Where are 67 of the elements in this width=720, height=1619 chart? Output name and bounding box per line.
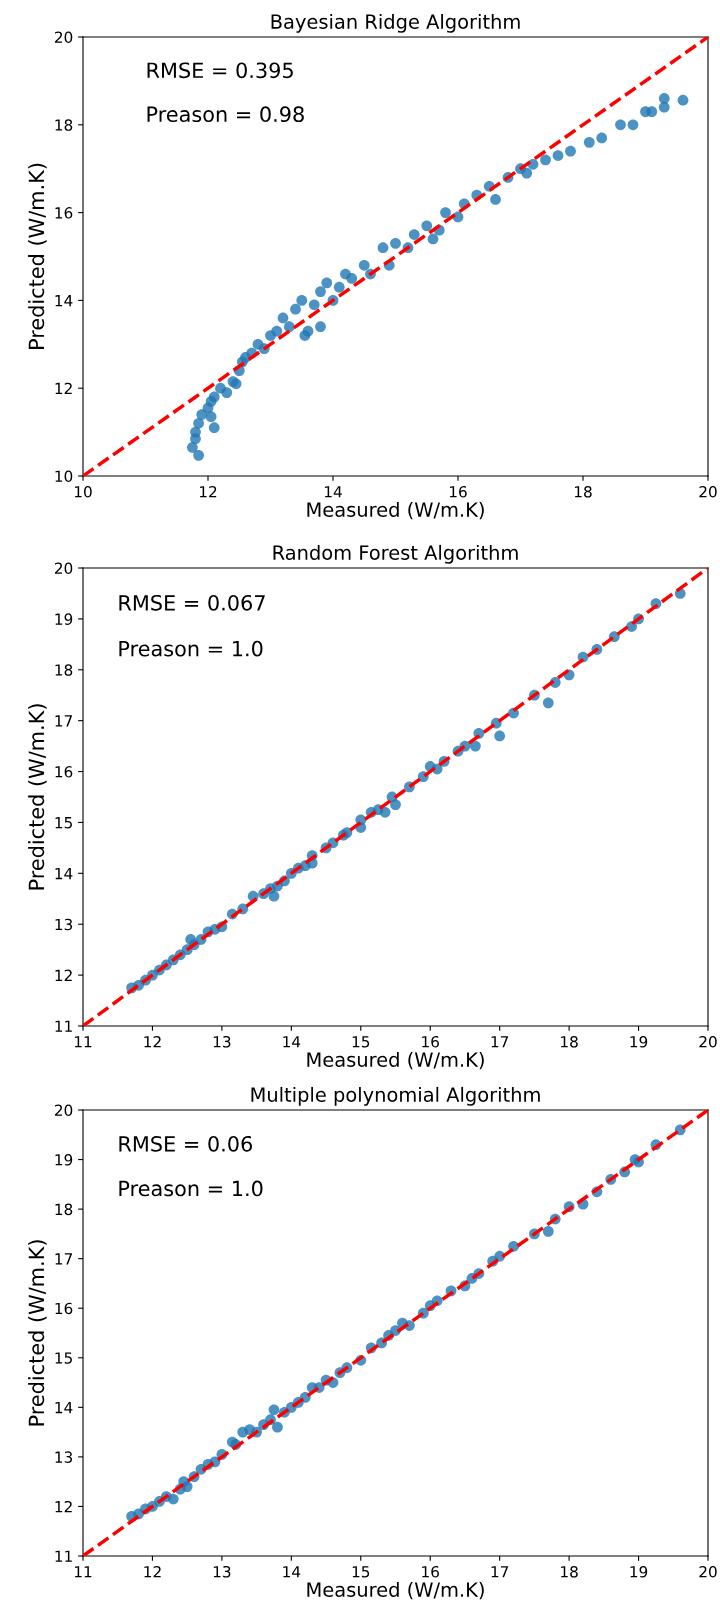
y-tick-label: 17 (55, 1253, 72, 1265)
x-tick-label: 18 (561, 1035, 578, 1048)
y-tick-label: 18 (55, 1203, 73, 1216)
x-tick-label: 12 (144, 1035, 161, 1048)
x-tick-label: 14 (324, 486, 342, 498)
x-axis-title: Measured (W/m.K) (307, 1051, 484, 1070)
annotation: RMSE = 0.395 (147, 62, 293, 79)
chart-title: Random Forest Algorithm (273, 544, 518, 564)
y-axis-title: Predicted (W/m.K) (28, 163, 47, 349)
y-tick-label: 13 (55, 918, 73, 931)
y-tick-label: 18 (55, 664, 73, 676)
x-tick-label: 14 (283, 1036, 301, 1048)
chart-title: Multiple polynomial Algorithm (251, 1086, 540, 1106)
y-tick-label: 12 (55, 382, 72, 394)
annotation: Preason = 1.0 (119, 640, 263, 657)
y-tick-label: 15 (55, 817, 72, 829)
y-tick-label: 10 (55, 470, 73, 483)
x-tick-label: 15 (352, 1036, 370, 1048)
y-tick-label: 14 (55, 295, 73, 307)
y-tick-label: 19 (55, 613, 73, 625)
x-tick-label: 20 (699, 1565, 717, 1578)
x-tick-label: 12 (199, 485, 217, 498)
x-tick-label: 18 (561, 1565, 578, 1578)
annotation: RMSE = 0.067 (119, 594, 265, 611)
x-tick-label: 17 (491, 1566, 509, 1578)
y-tick-label: 20 (54, 562, 73, 575)
annotation: RMSE = 0.06 (119, 1135, 252, 1152)
chart-title: Bayesian Ridge Algorithm (271, 13, 520, 33)
x-tick-label: 20 (699, 1035, 717, 1048)
y-tick-label: 20 (54, 31, 73, 44)
y-tick-label: 11 (55, 1550, 72, 1562)
x-tick-label: 19 (630, 1565, 648, 1578)
x-tick-label: 20 (699, 485, 717, 498)
x-axis-title: Measured (W/m.K) (307, 501, 484, 520)
y-tick-label: 12 (55, 1500, 72, 1513)
y-tick-label: 16 (55, 207, 73, 219)
x-tick-label: 10 (74, 485, 92, 498)
x-tick-label: 16 (422, 1035, 439, 1048)
y-tick-label: 18 (55, 119, 73, 131)
x-tick-label: 11 (74, 1566, 92, 1578)
y-tick-label: 14 (55, 1402, 73, 1414)
x-tick-label: 13 (213, 1035, 231, 1048)
x-tick-label: 18 (574, 485, 592, 498)
y-tick-label: 19 (55, 1154, 73, 1166)
y-tick-label: 20 (54, 1104, 73, 1117)
y-tick-label: 16 (55, 1302, 73, 1315)
x-axis-title: Measured (W/m.K) (307, 1581, 484, 1600)
x-tick-label: 16 (422, 1565, 439, 1578)
y-tick-label: 14 (55, 868, 73, 880)
x-tick-label: 13 (213, 1565, 231, 1578)
x-tick-label: 12 (144, 1565, 161, 1578)
y-axis-title: Predicted (W/m.K) (28, 704, 47, 890)
y-tick-label: 11 (55, 1020, 72, 1032)
y-tick-label: 16 (55, 766, 73, 778)
y-tick-label: 13 (55, 1451, 73, 1463)
x-tick-label: 17 (491, 1036, 509, 1048)
x-tick-label: 11 (74, 1036, 92, 1048)
y-tick-label: 12 (55, 969, 72, 981)
y-tick-label: 15 (55, 1352, 72, 1364)
x-tick-label: 15 (352, 1566, 370, 1578)
y-tick-label: 17 (55, 715, 72, 727)
x-tick-label: 16 (449, 485, 467, 498)
x-tick-label: 14 (283, 1566, 301, 1578)
x-tick-label: 19 (630, 1035, 648, 1048)
annotation: Preason = 0.98 (147, 106, 304, 123)
y-axis-title: Predicted (W/m.K) (28, 1240, 47, 1426)
annotation: Preason = 1.0 (119, 1180, 263, 1197)
